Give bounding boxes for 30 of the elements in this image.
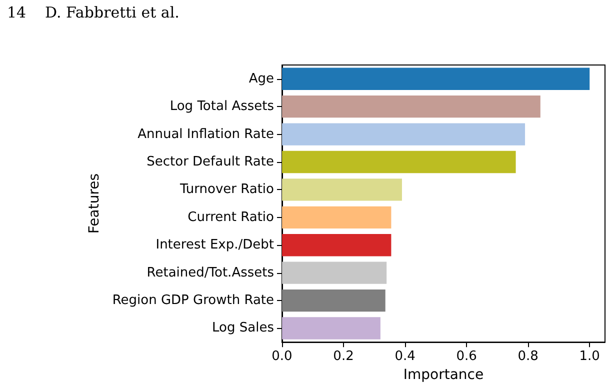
bar: [282, 317, 380, 340]
x-tick-label: 0.6: [456, 349, 477, 364]
bar: [282, 150, 516, 174]
y-tick-label: Annual Inflation Rate: [138, 126, 274, 142]
bar: [282, 289, 386, 312]
bar: [282, 234, 392, 256]
x-tick-label: 1.0: [579, 349, 600, 364]
text: 14: [7, 4, 26, 22]
text: D. Fabbretti et al.: [45, 4, 180, 22]
x-tick-label: 0.8: [518, 349, 538, 364]
y-tick-label: Region GDP Growth Rate: [112, 293, 274, 308]
x-axis-title: Importance: [403, 367, 484, 383]
y-axis-title: Features: [86, 173, 102, 234]
y-tick-label: Log Sales: [212, 320, 274, 336]
x-tick-label: 0.2: [333, 349, 354, 364]
bar: [282, 68, 590, 90]
x-tick-label: 0.0: [272, 349, 292, 364]
y-tick-label: Log Total Assets: [170, 99, 274, 114]
x-tick-label: 0.4: [394, 349, 416, 364]
bar: [282, 262, 387, 284]
y-tick-label: Age: [248, 71, 274, 86]
y-tick-label: Sector Default Rate: [146, 154, 274, 170]
bar: [282, 206, 392, 228]
bar: [282, 123, 526, 146]
y-tick-label: Retained/Tot.Assets: [146, 265, 274, 280]
bar: [282, 95, 540, 118]
y-tick-label: Current Ratio: [188, 210, 274, 225]
bar: [282, 178, 402, 201]
y-tick-label: Turnover Ratio: [178, 182, 274, 198]
y-tick-label: Interest Exp./Debt: [156, 238, 274, 253]
